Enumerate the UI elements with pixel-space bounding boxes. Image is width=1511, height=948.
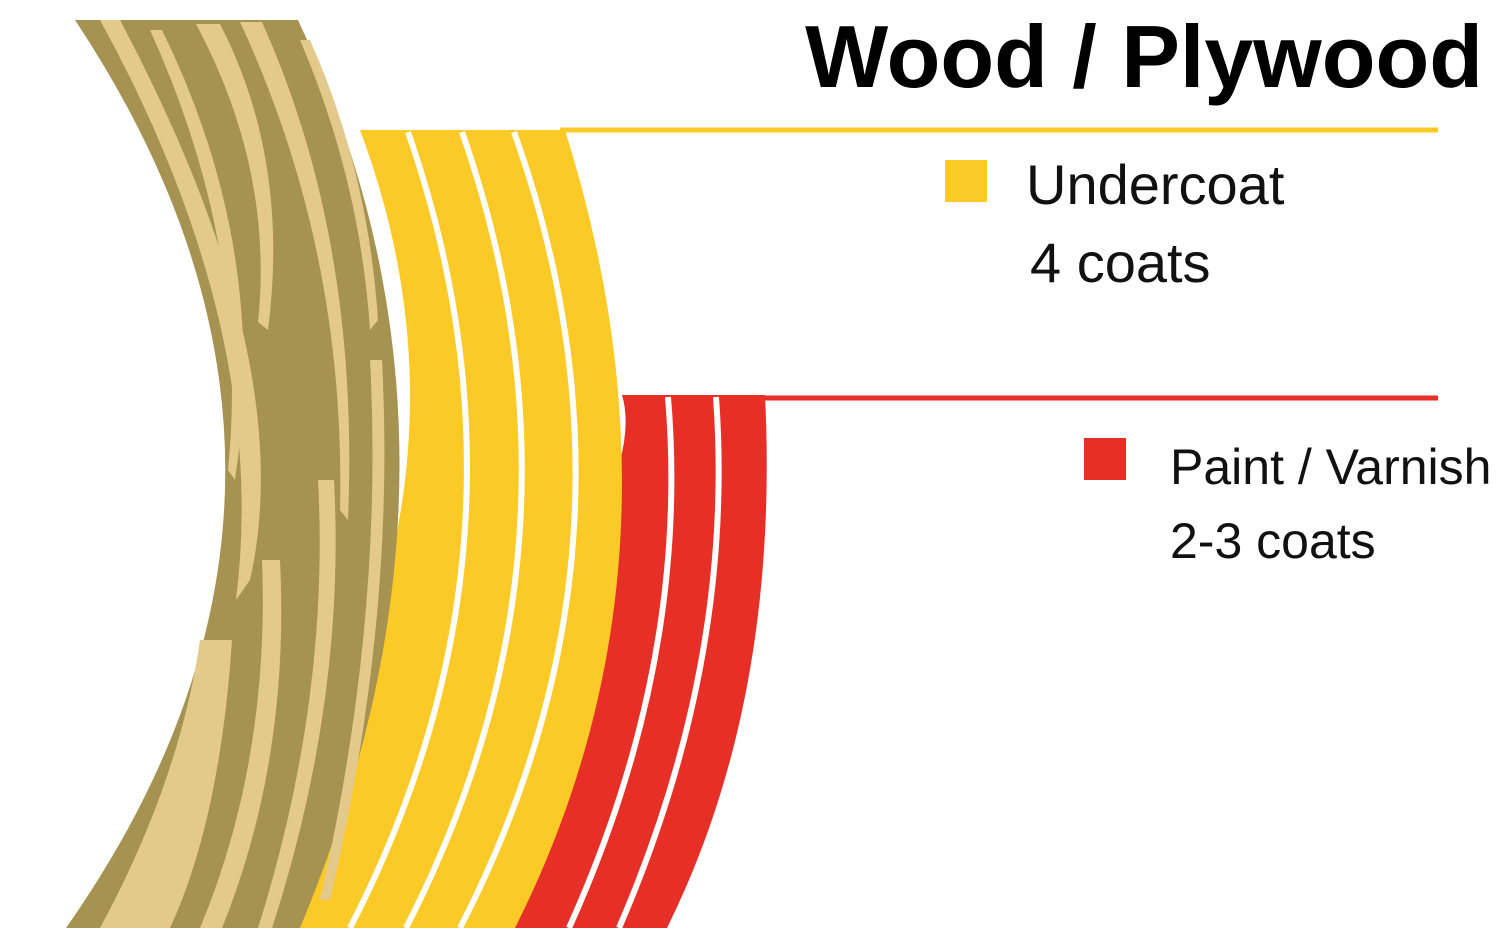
undercoat-legend-label: Undercoat	[1026, 153, 1285, 216]
undercoat-coat-divider	[457, 130, 579, 930]
undercoat-coats-label: 4 coats	[1030, 231, 1211, 294]
wood-grain	[196, 24, 274, 330]
paint-coat-divider	[616, 396, 722, 930]
paint-legend-label: Paint / Varnish	[1170, 439, 1492, 495]
paint-legend-swatch	[1084, 438, 1126, 480]
undercoat-legend-swatch	[945, 160, 987, 202]
undercoat-layer	[210, 130, 622, 930]
wood-grain	[258, 480, 336, 928]
paint-coats-label: 2-3 coats	[1170, 513, 1376, 569]
diagram-title: Wood / Plywood	[805, 7, 1483, 106]
wood-grain	[300, 40, 378, 330]
wood-grain	[150, 30, 244, 480]
wood-substrate	[66, 20, 400, 928]
wood-grain	[100, 640, 232, 928]
undercoat-band	[210, 130, 622, 928]
undercoat-coat-divider	[403, 131, 525, 930]
undercoat-coat-divider	[347, 131, 470, 930]
paint-coat-divider	[566, 396, 675, 930]
wood-grain	[200, 560, 282, 928]
wood-grain	[320, 360, 385, 900]
wood-grain	[240, 22, 350, 520]
